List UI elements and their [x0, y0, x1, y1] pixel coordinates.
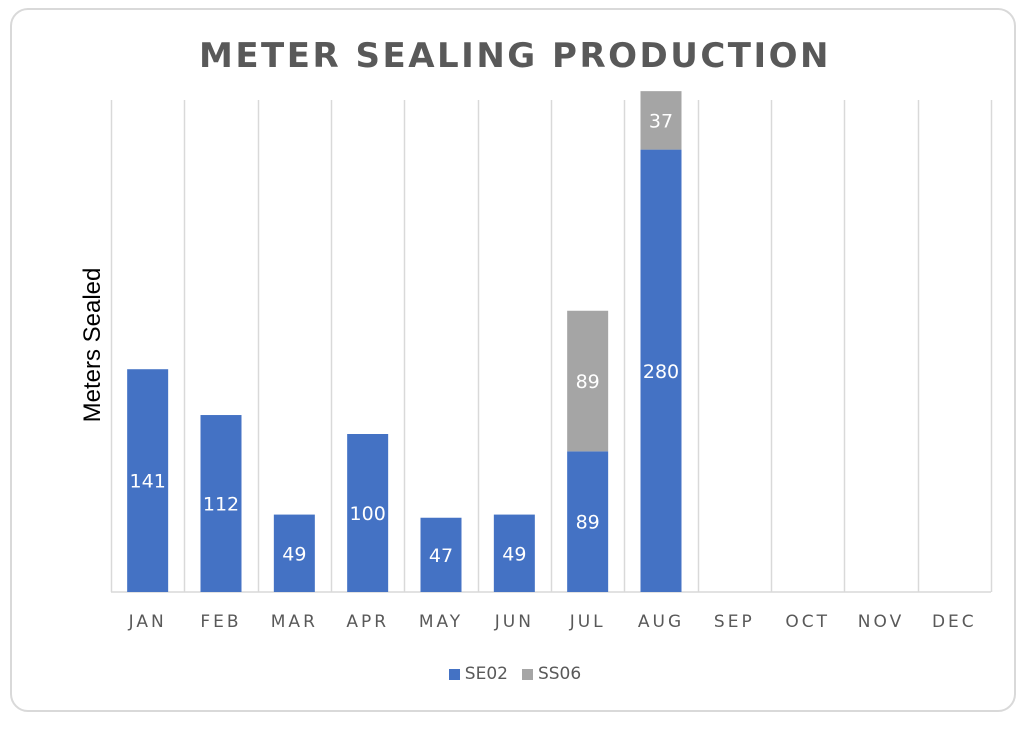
- bar-se02-may: [420, 517, 462, 592]
- x-tick-label-mar: MAR: [271, 612, 318, 632]
- data-label-se02-may: 47: [429, 545, 453, 567]
- data-labels: 141 112 49 100 47 49 89 89 280 37: [130, 110, 680, 567]
- data-label-se02-jul: 89: [576, 512, 600, 534]
- data-label-se02-jan: 141: [130, 471, 166, 493]
- x-tick-label-feb: FEB: [200, 612, 241, 632]
- x-tick-label-dec: DEC: [932, 612, 977, 632]
- gridlines: [110, 100, 993, 592]
- x-tick-label-jun: JUN: [494, 612, 534, 632]
- y-axis-label: Meters Sealed: [79, 268, 106, 423]
- legend-label-se02: SE02: [464, 664, 508, 684]
- x-tick-label-apr: APR: [346, 612, 389, 632]
- x-tick-label-nov: NOV: [858, 612, 904, 632]
- bar-se02-mar: [273, 514, 315, 592]
- chart-card: [10, 8, 1016, 712]
- data-label-se02-aug: 280: [643, 361, 679, 383]
- x-tick-label-jul: JUL: [569, 612, 606, 632]
- data-label-se02-apr: 100: [350, 503, 386, 525]
- data-label-se02-mar: 49: [282, 543, 306, 565]
- data-label-se02-jun: 49: [502, 543, 526, 565]
- data-label-ss06-jul: 89: [576, 371, 600, 393]
- bar-se02-jun: [493, 514, 535, 592]
- bar-se02-apr: [347, 434, 389, 592]
- legend-label-ss06: SS06: [537, 664, 582, 684]
- data-label-ss06-aug: 37: [649, 110, 673, 132]
- bar-se02-jul: [567, 451, 609, 592]
- x-tick-label-sep: SEP: [714, 612, 755, 632]
- legend-item-ss06: SS06: [521, 664, 582, 684]
- bars: [127, 91, 682, 592]
- x-tick-label-jan: JAN: [128, 612, 167, 632]
- bar-se02-jan: [127, 369, 169, 592]
- legend: SE02 SS06: [0, 664, 1030, 684]
- legend-swatch-se02: [448, 668, 460, 680]
- x-tick-label-may: MAY: [419, 612, 463, 632]
- x-tick-labels: JAN FEB MAR APR MAY JUN JUL AUG SEP OCT NOV DEC: [128, 612, 977, 632]
- bar-se02-feb: [200, 415, 242, 592]
- bar-se02-aug: [640, 149, 682, 592]
- x-tick-label-aug: AUG: [638, 612, 684, 632]
- data-label-se02-feb: 112: [203, 494, 239, 516]
- x-tick-label-oct: OCT: [785, 612, 830, 632]
- legend-swatch-ss06: [521, 668, 533, 680]
- bar-ss06-aug: [640, 91, 682, 150]
- chart-title: METER SEALING PRODUCTION: [198, 36, 832, 76]
- bar-ss06-jul: [567, 310, 609, 452]
- legend-item-se02: SE02: [448, 664, 508, 684]
